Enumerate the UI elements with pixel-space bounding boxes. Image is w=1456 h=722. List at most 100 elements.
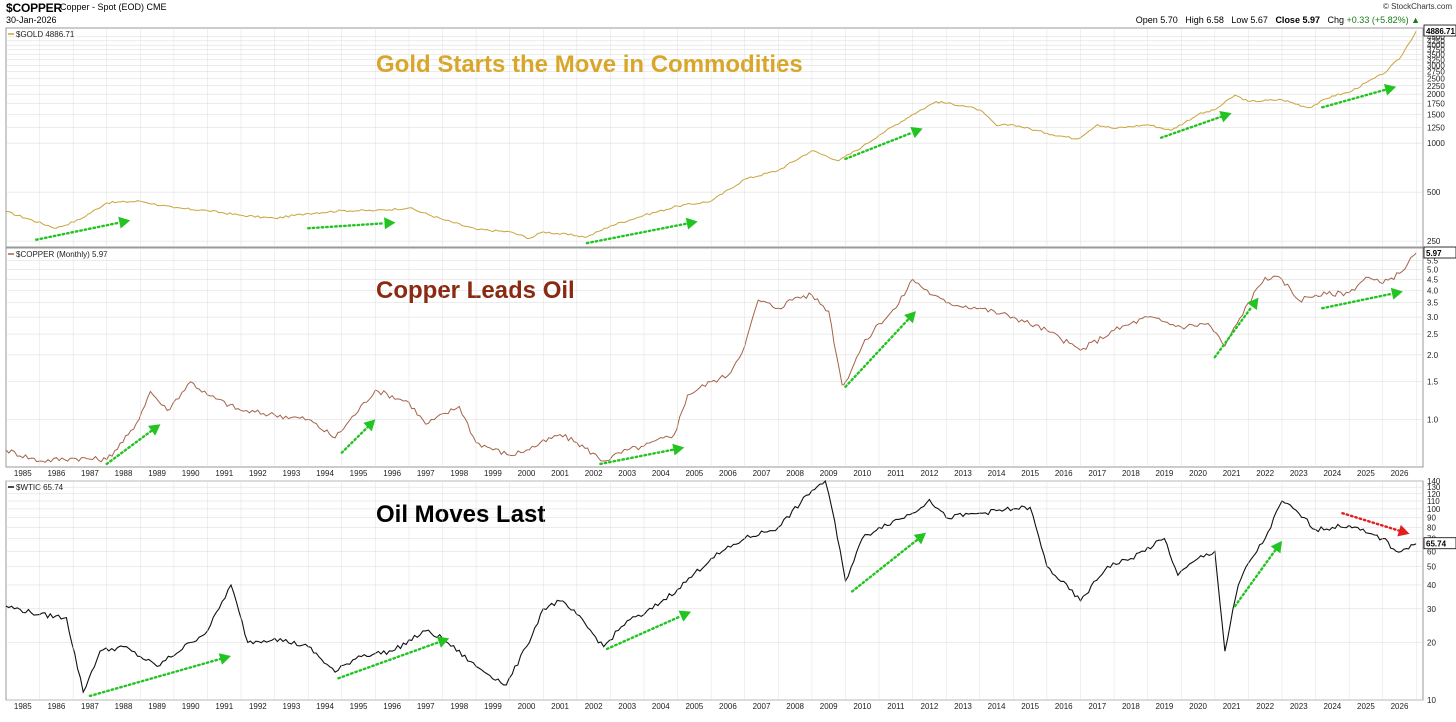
x-tick-label: 2026: [1391, 702, 1409, 711]
y-tick-label: 30: [1427, 605, 1436, 614]
x-tick-label: 2016: [1055, 469, 1073, 478]
low-label: Low: [1231, 15, 1248, 25]
x-tick-label: 2013: [954, 469, 972, 478]
x-tick-label: 2019: [1156, 702, 1174, 711]
x-tick-label: 2003: [618, 702, 636, 711]
chart-header: $COPPER Copper - Spot (EOD) CME 30-Jan-2…: [0, 0, 1456, 28]
panel-annotation-title: Oil Moves Last: [376, 501, 545, 528]
trend-arrow-green: [1159, 115, 1223, 139]
x-tick-label: 2018: [1122, 469, 1140, 478]
panel-legend: $WTIC 65.74: [16, 483, 64, 492]
trend-arrowhead-green: [913, 532, 927, 545]
x-tick-label: 2022: [1256, 469, 1274, 478]
open-value: 5.70: [1160, 15, 1178, 25]
trend-arrowhead-green: [1390, 287, 1403, 300]
x-tick-label: 1999: [484, 702, 502, 711]
y-tick-label: 110: [1427, 497, 1440, 506]
x-tick-label: 2011: [887, 469, 905, 478]
x-tick-label: 2002: [585, 702, 603, 711]
x-tick-label: 1993: [283, 702, 301, 711]
x-tick-label: 2023: [1290, 469, 1308, 478]
y-tick-label: 100: [1427, 505, 1441, 514]
x-tick-label: 1985: [14, 469, 32, 478]
x-tick-label: 1986: [47, 702, 65, 711]
x-tick-label: 1985: [14, 702, 32, 711]
x-tick-label: 2023: [1290, 702, 1308, 711]
y-tick-label: 2750: [1427, 68, 1445, 77]
y-tick-label: 50: [1427, 562, 1436, 571]
y-tick-label: 140: [1427, 477, 1441, 486]
trend-arrow-green: [307, 222, 386, 230]
trend-arrowhead-green: [672, 443, 685, 456]
y-tick-label: 5.5: [1427, 257, 1439, 266]
last-value-label: 5.97: [1426, 249, 1442, 258]
x-tick-label: 2020: [1189, 469, 1207, 478]
y-tick-label: 3250: [1427, 56, 1445, 65]
trend-arrowhead-green: [118, 216, 131, 229]
high-value: 6.58: [1206, 15, 1224, 25]
trend-arrow-green: [585, 222, 689, 245]
y-tick-label: 80: [1427, 523, 1436, 532]
x-tick-label: 2001: [551, 469, 569, 478]
x-tick-label: 1995: [350, 469, 368, 478]
y-tick-label: 4250: [1427, 37, 1445, 46]
trend-arrowhead-green: [1247, 297, 1259, 310]
chart-date: 30-Jan-2026: [6, 15, 57, 25]
symbol-title: $COPPER: [6, 1, 62, 15]
x-tick-label: 2008: [786, 702, 804, 711]
x-tick-label: 2018: [1122, 702, 1140, 711]
y-tick-label: 2250: [1427, 82, 1445, 91]
trend-arrowhead-green: [1270, 540, 1282, 554]
y-tick-label: 1.5: [1427, 378, 1439, 387]
low-value: 5.67: [1250, 15, 1268, 25]
y-tick-label: 2.5: [1427, 330, 1439, 339]
chg-value: +0.33 (+5.82%) ▲: [1346, 15, 1420, 25]
x-tick-label: 1996: [383, 702, 401, 711]
y-tick-label: 20: [1427, 638, 1436, 647]
trend-arrow-green: [599, 448, 675, 466]
x-tick-label: 2006: [719, 469, 737, 478]
x-tick-label: 2019: [1156, 469, 1174, 478]
y-tick-label: 3750: [1427, 46, 1445, 55]
y-tick-label: 3.5: [1427, 299, 1439, 308]
stockcharts-credit: © StockCharts.com: [1382, 2, 1452, 11]
trend-arrowhead-green: [218, 653, 231, 665]
trend-arrow-green: [844, 317, 910, 388]
x-tick-label: 2009: [820, 702, 838, 711]
x-tick-label: 2016: [1055, 702, 1073, 711]
trend-arrow-green: [35, 221, 121, 241]
trend-arrowhead-green: [148, 424, 161, 436]
trend-arrowhead-green: [1383, 83, 1397, 96]
trend-arrow-green: [1321, 292, 1394, 310]
last-value-box: [1423, 24, 1456, 37]
y-tick-label: 1000: [1427, 139, 1445, 148]
x-tick-label: 2015: [1021, 702, 1039, 711]
x-tick-label: 1995: [350, 702, 368, 711]
x-tick-label: 1988: [115, 469, 133, 478]
x-tick-label: 2007: [753, 469, 771, 478]
x-tick-label: 1994: [316, 469, 334, 478]
trend-arrow-green: [1233, 548, 1277, 608]
y-tick-label: 2.0: [1427, 351, 1439, 360]
trend-arrow-green: [850, 538, 919, 593]
x-tick-label: 2005: [685, 702, 703, 711]
x-tick-label: 2012: [921, 469, 939, 478]
y-tick-label: 4000: [1427, 41, 1445, 50]
x-tick-label: 2010: [853, 702, 871, 711]
trend-arrow-green: [337, 640, 441, 680]
x-tick-label: 1988: [115, 702, 133, 711]
x-tick-label: 2022: [1256, 702, 1274, 711]
x-tick-label: 2005: [685, 469, 703, 478]
panel-1-frame: [5, 27, 1424, 248]
x-tick-label: 2012: [921, 702, 939, 711]
x-tick-label: 1990: [182, 702, 200, 711]
trend-arrowhead-green: [910, 126, 923, 139]
last-value-label: 4886.71: [1426, 27, 1455, 36]
x-tick-label: 2013: [954, 702, 972, 711]
x-tick-label: 2021: [1223, 469, 1241, 478]
trend-arrow-green: [1213, 305, 1254, 359]
x-tick-label: 2014: [988, 469, 1006, 478]
x-tick-label: 2025: [1357, 702, 1375, 711]
x-tick-label: 2024: [1323, 702, 1341, 711]
